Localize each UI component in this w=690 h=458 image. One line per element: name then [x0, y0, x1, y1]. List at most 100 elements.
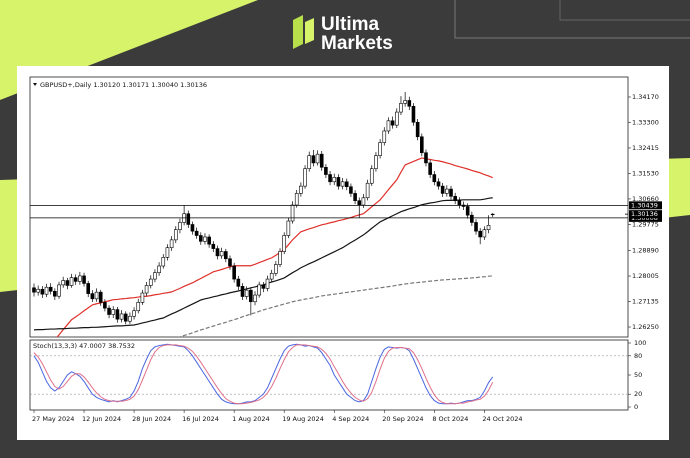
y-tick-label: 1.27135: [632, 297, 659, 305]
candle-body: [257, 284, 261, 296]
candle-body: [103, 302, 107, 309]
y-tick-label: 1.26250: [632, 323, 659, 331]
candle-body: [228, 258, 232, 267]
candle-body: [57, 284, 61, 297]
candle-body: [382, 130, 387, 143]
candle-body: [365, 182, 370, 199]
menu-arrow: [33, 83, 37, 86]
x-tick-label: 12 Jun 2024: [82, 415, 121, 423]
x-tick-label: 1 Aug 2024: [232, 415, 270, 423]
x-tick-label: 20 Sep 2024: [382, 415, 423, 423]
y-tick-label: 0: [634, 403, 638, 411]
candle-body: [394, 111, 399, 126]
candle-body: [369, 168, 374, 184]
candle-body: [449, 188, 453, 197]
moving-average: [56, 157, 493, 337]
candle-body: [148, 278, 153, 286]
candle-body: [36, 288, 40, 293]
candle-body: [324, 166, 328, 175]
candle-body: [161, 257, 166, 267]
candle-body: [486, 225, 491, 231]
price-frame: [29, 76, 629, 338]
candle-body: [61, 280, 65, 286]
candle-body: [153, 272, 157, 280]
y-tick-label: 1.33300: [632, 118, 659, 126]
x-tick-label: 16 Jul 2024: [182, 415, 219, 423]
candle-body: [203, 236, 207, 242]
candle-body: [90, 293, 95, 300]
candle-body: [207, 236, 211, 245]
y-tick-label: 1.31530: [632, 170, 659, 178]
candle-body: [111, 309, 116, 315]
candle-body: [157, 265, 161, 273]
candle-body: [186, 213, 191, 225]
y-tick-label: 1.28890: [632, 246, 659, 254]
candle-body: [65, 280, 70, 286]
candle-body: [290, 204, 295, 222]
candle-body: [415, 121, 420, 138]
candle-body: [294, 193, 299, 206]
candle-body: [478, 230, 482, 238]
candle-body: [336, 177, 341, 187]
candle-body: [144, 285, 149, 294]
candle-body: [344, 181, 349, 188]
x-tick-label: 28 Jun 2024: [132, 415, 171, 423]
candle-body: [482, 229, 487, 238]
candle-body: [390, 120, 395, 126]
candle-body: [319, 153, 324, 168]
candle-body: [236, 278, 241, 287]
candle-body: [215, 248, 220, 257]
candle-body: [224, 251, 228, 260]
brand-line: Markets: [321, 33, 393, 54]
candle-body: [190, 224, 195, 232]
x-tick-label: 27 May 2024: [32, 415, 74, 423]
candle-body: [420, 136, 424, 154]
candle-body: [82, 275, 86, 284]
candle-body: [265, 278, 270, 289]
candle-body: [73, 277, 78, 282]
stoch-line: [33, 344, 494, 405]
candle-body: [424, 152, 428, 164]
moving-average: [177, 275, 493, 337]
candle-body: [407, 100, 412, 107]
candle-body: [349, 186, 353, 194]
candle-body: [123, 313, 128, 322]
level-label-box: [629, 201, 662, 210]
candle-body: [282, 235, 287, 252]
candle-body: [286, 220, 291, 236]
candle-body: [78, 275, 82, 282]
last-price-label: 1.30136: [631, 210, 658, 218]
price-plot: [32, 92, 495, 337]
candle-body: [178, 222, 182, 231]
logo-icon: [293, 15, 303, 49]
candle-body: [94, 291, 99, 300]
candle-body: [328, 174, 332, 183]
candle-body: [374, 155, 378, 170]
candle-body: [211, 243, 216, 249]
candle-body: [440, 185, 445, 194]
candle-body: [474, 222, 478, 232]
candle-body: [340, 181, 345, 187]
candle-body: [40, 288, 45, 295]
candle-body: [303, 168, 307, 187]
candle-body: [353, 193, 357, 201]
candle-body: [240, 286, 245, 297]
y-tick-label: 1.32415: [632, 144, 659, 152]
y-tick-label: 80: [634, 352, 642, 360]
candle-body: [53, 290, 57, 297]
decor-line: [559, 0, 690, 21]
candle-body: [249, 289, 253, 303]
x-tick-label: 19 Aug 2024: [282, 415, 324, 423]
brand-line: Ultima: [321, 14, 380, 35]
candle-body: [232, 265, 236, 280]
stoch-line: [33, 343, 494, 405]
candle-body: [86, 283, 91, 294]
candle-body: [107, 307, 111, 315]
chart-panel: [17, 66, 669, 440]
candle-body: [357, 200, 362, 206]
candle-body: [465, 206, 470, 216]
y-tick-label: 20: [634, 390, 642, 398]
candle-body: [219, 251, 224, 257]
candle-body: [199, 235, 203, 242]
